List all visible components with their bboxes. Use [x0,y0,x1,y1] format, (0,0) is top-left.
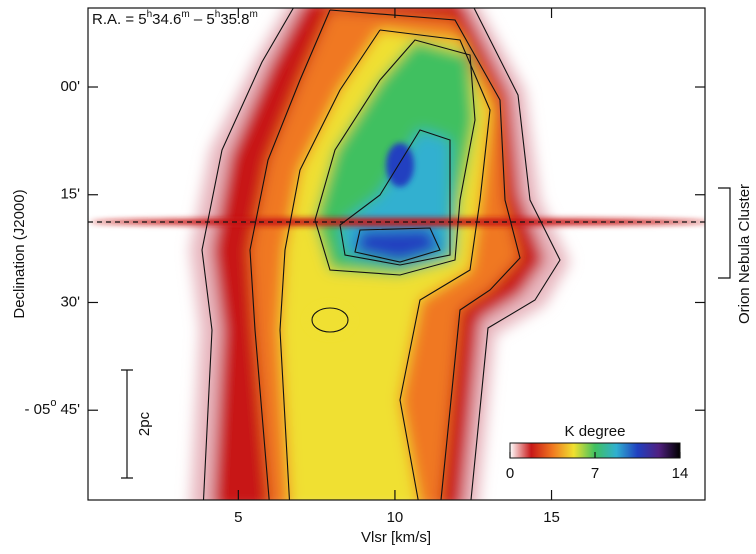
y-tick-label: - 05o 45' [24,397,80,418]
y-tick-text: 45' [60,401,80,418]
colorbar-title: K degree [565,423,626,440]
plot-frame [87,7,706,501]
colorbar-tick-label: 0 [506,465,514,482]
annotation-sup: m [181,9,189,20]
annotation: R.A. = 5h34.6m – 5h35.8m [92,9,258,28]
y-tick-text: 15' [60,186,80,203]
annotation-sup: m [250,9,258,20]
y-tick-label: 00' [60,78,80,95]
annotation-text: – 5 [190,11,215,28]
x-tick-label: 5 [234,509,242,526]
x-tick-label: 10 [387,509,404,526]
y-tick-label: 30' [60,293,80,310]
colorbar-tick-label: 14 [672,465,689,482]
scale-bar [121,369,133,479]
scale-bar-label: 2pc [136,411,153,436]
x-tick-label: 15 [543,509,560,526]
intensity-map [88,8,705,500]
annotation-sup: h [215,9,221,20]
bracket [718,187,731,279]
y-tick-text: 30' [60,293,80,310]
y-axis-title: Declination (J2000) [11,189,28,318]
region-label: Orion Nebula Cluster [736,184,753,324]
y-tick-prefix: - 05 [24,401,50,418]
annotation-text: 35.8 [220,11,249,28]
annotation-text: R.A. = 5 [92,11,147,28]
y-tick-text: 00' [60,78,80,95]
x-axis-title: Vlsr [km/s] [361,529,431,546]
colorbar-tick-label: 7 [591,465,599,482]
y-tick-label: 15' [60,186,80,203]
y-tick-sup: o [50,397,56,409]
annotation-sup: h [147,9,153,20]
annotation-text: 34.6 [152,11,181,28]
